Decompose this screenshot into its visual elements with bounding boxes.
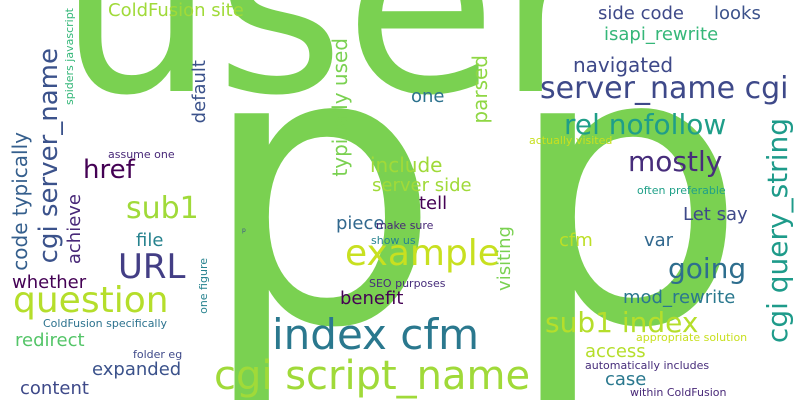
word-p-small: p [242, 227, 246, 234]
word-mostly: mostly [628, 145, 723, 178]
word-folder-eg: folder eg [133, 348, 183, 361]
word-within-coldfusion: within ColdFusion [630, 386, 727, 399]
word-p-right: p [506, 0, 748, 400]
word-example: example [345, 233, 500, 274]
word-cgi-query-string: cgi query_string [761, 118, 794, 344]
word-var: var [644, 230, 674, 251]
word-make-sure: make sure [376, 219, 434, 232]
word-coldfusion-site: ColdFusion site [108, 0, 244, 21]
word-cfm: cfm [559, 230, 593, 251]
word-isapi-rewrite: isapi_rewrite [604, 24, 719, 45]
word-mod-rewrite: mod_rewrite [623, 287, 736, 308]
word-navigated: navigated [573, 53, 674, 77]
word-cgi-server-name: cgi server_name [34, 48, 64, 264]
word-code-typically: code typically [8, 132, 32, 271]
word-tell: tell [419, 193, 448, 214]
word-server-side: server side [372, 175, 472, 196]
word-assume-one: assume one [108, 148, 175, 161]
word-often-preferable: often preferable [637, 184, 726, 197]
word-spiders-javascript: spiders javascript [63, 8, 76, 105]
word-cgi-script-name: cgi script_name [214, 353, 531, 399]
word-index-cfm: index cfm [272, 310, 480, 359]
word-piece: piece [336, 213, 385, 234]
word-coldfusion-specifically: ColdFusion specifically [43, 317, 168, 330]
word-access: access [585, 341, 646, 362]
word-appropriate-solution: appropriate solution [636, 331, 748, 344]
word-actually-visited: actually visited [529, 134, 613, 147]
word-content: content [20, 378, 89, 399]
word-server-name-cgi: server_name cgi [540, 71, 789, 106]
word-href: href [83, 155, 135, 185]
word-question: question [13, 280, 169, 321]
word-let-say: Let say [683, 204, 748, 225]
word-looks: looks [714, 3, 761, 24]
word-one: one [411, 86, 445, 107]
word-url: URL [118, 247, 186, 287]
word-achieve: achieve [64, 194, 85, 265]
word-redirect: redirect [15, 330, 85, 351]
word-visiting: visiting [494, 226, 515, 291]
word-going: going [668, 252, 747, 285]
word-show-us: show us [371, 234, 416, 247]
word-user: user [58, 0, 599, 150]
word-whether: whether [12, 272, 87, 293]
word-sub1-index: sub1 index [545, 306, 699, 339]
word-rel-nofollow: rel nofollow [564, 108, 727, 141]
word-default: default [189, 60, 210, 124]
word-expanded: expanded [92, 359, 182, 380]
word-file: file [136, 230, 164, 251]
word-seo-purposes: SEO purposes [369, 277, 446, 290]
word-one-figure: one figure [197, 258, 210, 314]
word-benefit: benefit [340, 288, 404, 309]
word-parsed: parsed [468, 55, 492, 124]
word-automatically-includes: automatically includes [585, 359, 710, 372]
word-sub1: sub1 [126, 191, 199, 226]
word-case: case [605, 369, 647, 390]
word-side-code: side code [598, 3, 685, 24]
word-typically-used: typically used [328, 38, 352, 177]
word-p-left: p [200, 0, 442, 400]
word-include: include [370, 153, 443, 177]
